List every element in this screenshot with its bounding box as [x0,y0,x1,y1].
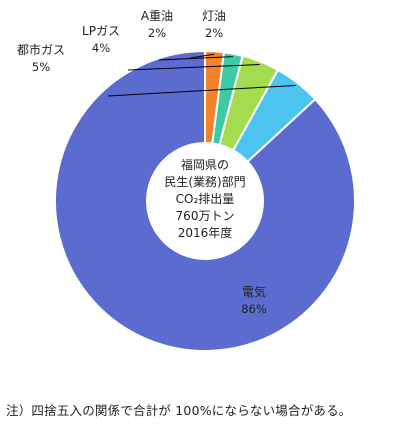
slice-value-a-heavy-oil: 2% [148,26,166,40]
slices-group [54,49,356,352]
slice-value-city-gas: 5% [32,60,50,74]
slice-label-electricity: 電気 [242,284,266,299]
slice-label-kerosene: 灯油 [202,9,226,23]
slice-label-city-gas: 都市ガス [17,42,65,57]
slice-label-lp-gas: LPガス [82,24,120,38]
slice-value-kerosene: 2% [205,26,223,40]
leader-line-a-heavy-oil [158,56,233,61]
slice-value-lp-gas: 4% [92,41,110,55]
leader-line-lp-gas [127,64,260,71]
slice-labels-group: 電気 86% 都市ガス 5% LPガス 4% A重油 2% 灯油 2% [17,9,267,316]
center-text-line-1: 福岡県の [181,157,229,172]
slice-value-electricity: 86% [241,302,267,316]
center-text-line-2: 民生(業務)部門 [164,174,245,189]
leader-line-city-gas [107,84,296,97]
slice-electricity [54,49,356,352]
leader-line-kerosene [189,53,215,59]
center-text-line-4: 760万トン [176,209,235,223]
slice-label-a-heavy-oil: A重油 [141,9,173,23]
leader-lines-group [107,53,296,97]
footnote: 注）四捨五入の関係で合計が 100%にならない場合がある。 [6,403,352,418]
center-text-line-3: CO₂排出量 [176,192,235,206]
center-text-line-5: 2016年度 [178,225,233,240]
